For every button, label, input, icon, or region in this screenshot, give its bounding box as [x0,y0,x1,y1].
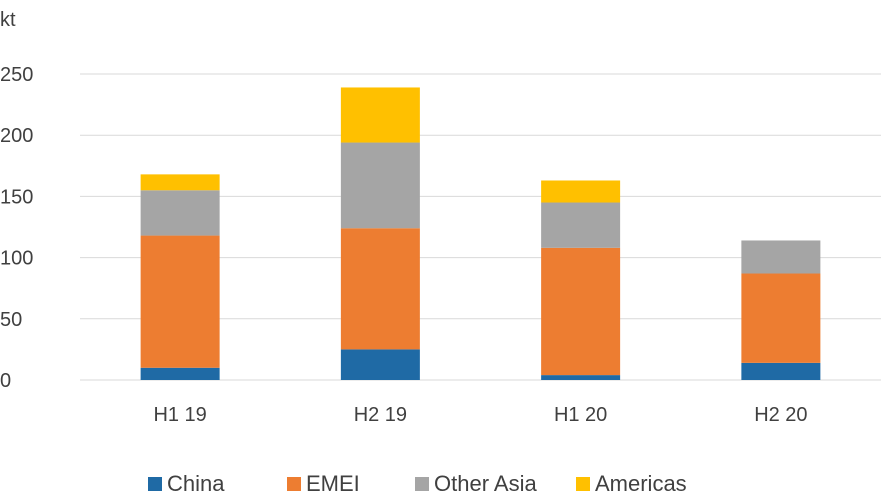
x-tick-label: H2 19 [354,404,407,426]
bar-other-asia-h2-19 [340,142,420,229]
bar-other-asia-h2-20 [741,240,821,274]
bar-other-asia-h1-19 [140,190,220,236]
bar-china-h1-19 [140,367,220,380]
legend-label: Other Asia [434,471,537,496]
legend: China EMEI Other Asia Americas [148,471,687,496]
y-tick-label: 200 [0,125,33,147]
x-tick-label: H1 19 [153,404,206,426]
legend-swatch-china [148,477,162,491]
bar-china-h2-20 [741,362,821,380]
bar-americas-h2-19 [340,87,420,143]
bar-other-asia-h1-20 [541,202,621,248]
legend-label: China [167,471,225,496]
y-tick-label: 250 [0,64,33,86]
legend-label: EMEI [306,471,360,496]
legend-swatch-emei [287,477,301,491]
bar-emei-h1-20 [541,247,621,376]
bar-china-h1-20 [541,375,621,380]
y-tick-label: 150 [0,186,33,208]
bar-americas-h1-19 [140,174,220,191]
x-axis-ticks: H1 19 H2 19 H1 20 H2 20 [153,404,807,426]
y-tick-label: 100 [0,248,33,270]
legend-label: Americas [595,471,687,496]
bar-americas-h1-20 [541,180,621,203]
legend-swatch-other-asia [415,477,429,491]
legend-swatch-americas [576,477,590,491]
y-axis-ticks: 0 50 100 150 200 250 [0,64,33,392]
y-unit-label: kt [0,9,16,31]
bar-emei-h2-20 [741,273,821,363]
bar-emei-h1-19 [140,235,220,368]
bar-emei-h2-19 [340,228,420,350]
bar-china-h2-19 [340,349,420,380]
x-tick-label: H2 20 [754,404,807,426]
bars [140,87,821,380]
y-tick-label: 50 [0,309,22,331]
y-tick-label: 0 [0,370,11,392]
x-tick-label: H1 20 [554,404,607,426]
